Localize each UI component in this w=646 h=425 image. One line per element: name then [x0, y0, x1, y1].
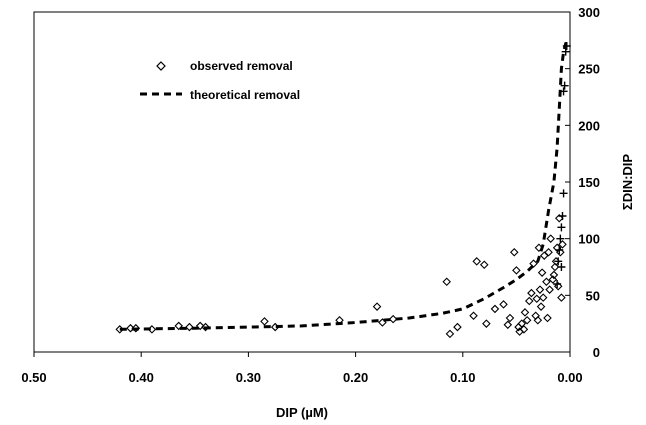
observed-point: [533, 315, 543, 325]
observed-point: [335, 315, 344, 325]
plus-point: [559, 189, 568, 198]
observed-point: [453, 322, 462, 332]
observed-point: [469, 311, 478, 321]
observed-point: [532, 294, 542, 304]
x-tick-label: 0.10: [450, 370, 475, 385]
observed-point: [490, 304, 500, 314]
observed-point: [546, 234, 555, 243]
legend-label-theoretical: theoretical removal: [190, 88, 300, 102]
observed-point: [388, 314, 398, 324]
observed-point: [529, 259, 538, 268]
observed-point: [174, 321, 183, 331]
x-tick-label: 0.50: [21, 370, 46, 385]
observed-point: [472, 257, 482, 266]
plus-point: [558, 212, 567, 220]
observed-point: [544, 247, 553, 257]
series-layer: [115, 39, 571, 339]
legend: observed removal theoretical removal: [140, 59, 300, 102]
observed-point: [549, 270, 559, 280]
y-tick-label: 100: [578, 232, 600, 247]
x-tick-label: 0.00: [557, 370, 582, 385]
observed-point: [482, 319, 491, 328]
observed-point: [185, 322, 194, 332]
observed-point: [115, 325, 125, 334]
observed-point: [543, 313, 552, 323]
observed-point: [131, 323, 141, 333]
observed-point: [527, 288, 536, 298]
x-tick-label: 0.30: [236, 370, 261, 385]
observed-point: [505, 313, 515, 323]
observed-point: [260, 317, 269, 326]
y-tick-label: 0: [593, 345, 600, 360]
plus-point: [553, 280, 562, 288]
observed-point: [503, 320, 513, 330]
theoretical-removal-line: [119, 39, 569, 331]
observed-point: [553, 281, 563, 291]
observed-point: [270, 322, 280, 332]
plus-point: [559, 87, 568, 96]
plus-point: [554, 257, 563, 266]
x-tick-label: 0.20: [343, 370, 368, 385]
observed-point: [378, 318, 387, 327]
plus-point: [561, 47, 570, 56]
y-axis-title: ΣDIN:DIP: [620, 154, 635, 211]
observed-point: [534, 243, 544, 253]
observed-point: [517, 319, 527, 328]
x-tick-label: 0.40: [129, 370, 154, 385]
observed-point: [147, 325, 157, 334]
observed-point: [195, 321, 205, 331]
observed-point: [522, 315, 532, 325]
y-tick-label: 250: [578, 62, 600, 77]
observed-point: [520, 308, 530, 317]
x-axis-ticks: 0.50 0.40 0.30 0.20 0.10 0.00: [21, 352, 583, 385]
observed-point: [537, 268, 547, 277]
y-tick-label: 300: [578, 5, 600, 20]
observed-point: [442, 277, 451, 287]
observed-point: [499, 300, 508, 309]
plus-point: [557, 263, 566, 271]
observed-point: [479, 260, 489, 270]
observed-point: [557, 293, 566, 302]
x-axis-title: DIP (µM): [276, 405, 328, 420]
plus-point: [557, 223, 566, 232]
observed-point: [445, 329, 455, 339]
observed-point: [550, 262, 560, 272]
observed-point: [372, 302, 382, 311]
observed-point: [542, 277, 551, 287]
observed-point: [545, 285, 554, 294]
observed-point: [555, 213, 564, 223]
observed-point: [538, 293, 548, 302]
plot-area-border: [33, 11, 571, 353]
observed-point: [509, 247, 519, 257]
observed-point: [524, 296, 534, 306]
observed-point: [556, 247, 565, 257]
observed-point: [535, 285, 545, 294]
plus-point: [562, 42, 571, 50]
observed-point: [558, 240, 567, 249]
observed-point: [536, 302, 546, 311]
plus-point: [556, 234, 565, 243]
observed-point: [548, 275, 558, 284]
observed-point: [519, 325, 529, 334]
plus-point: [555, 246, 564, 254]
plus-point: [560, 81, 569, 90]
y-axis-ticks: 0 50 100 150 200 250 300: [565, 5, 600, 360]
observed-point: [201, 322, 210, 332]
observed-point: [512, 266, 521, 275]
legend-label-observed: observed removal: [190, 59, 293, 73]
y-tick-label: 200: [578, 118, 600, 133]
y-tick-label: 150: [578, 175, 600, 190]
legend-marker-observed: [156, 61, 166, 71]
y-tick-label: 50: [586, 288, 600, 303]
